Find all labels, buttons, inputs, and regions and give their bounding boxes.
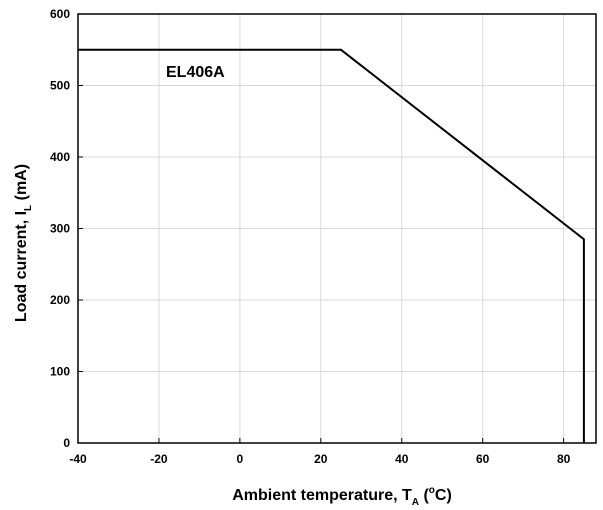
y-tick-label: 500 <box>50 79 70 93</box>
y-tick-label: 0 <box>63 436 70 450</box>
y-tick-label: 300 <box>50 222 70 236</box>
plot-frame <box>77 13 597 444</box>
y-axis-title-main: Load current, I <box>13 211 30 322</box>
y-tick-label: 600 <box>50 7 70 21</box>
x-tick-label: 60 <box>476 452 490 466</box>
x-tick-label: 20 <box>314 452 328 466</box>
x-axis-title: Ambient temperature, TA (oC) <box>232 485 452 508</box>
x-axis-title-sub: A <box>412 497 419 508</box>
x-tick-label: -20 <box>150 452 168 466</box>
y-axis-title-sub: L <box>23 205 34 211</box>
y-tick-label: 200 <box>50 293 70 307</box>
x-tick-label: -40 <box>69 452 87 466</box>
x-tick-label: 40 <box>395 452 409 466</box>
x-tick-label: 80 <box>557 452 571 466</box>
series-label-el406a: EL406A <box>166 64 225 81</box>
y-axis-ticks: 0 100 200 300 400 500 600 <box>50 7 83 450</box>
x-tick-label: 0 <box>237 452 244 466</box>
y-axis-title-unit: (mA) <box>13 164 30 205</box>
y-tick-label: 100 <box>50 365 70 379</box>
x-axis-ticks: -40 -20 0 20 40 60 80 <box>69 438 571 466</box>
series-line-el406a <box>78 48 585 443</box>
grid-lines <box>77 13 596 444</box>
y-axis-title: Load current, IL (mA) <box>13 164 34 322</box>
x-axis-title-main: Ambient temperature, T <box>232 487 412 504</box>
x-axis-title-unit-close: C) <box>435 487 452 504</box>
x-axis-title-unit-sup: o <box>429 485 435 496</box>
y-tick-label: 400 <box>50 150 70 164</box>
x-axis-title-unit-open: ( <box>419 487 429 504</box>
